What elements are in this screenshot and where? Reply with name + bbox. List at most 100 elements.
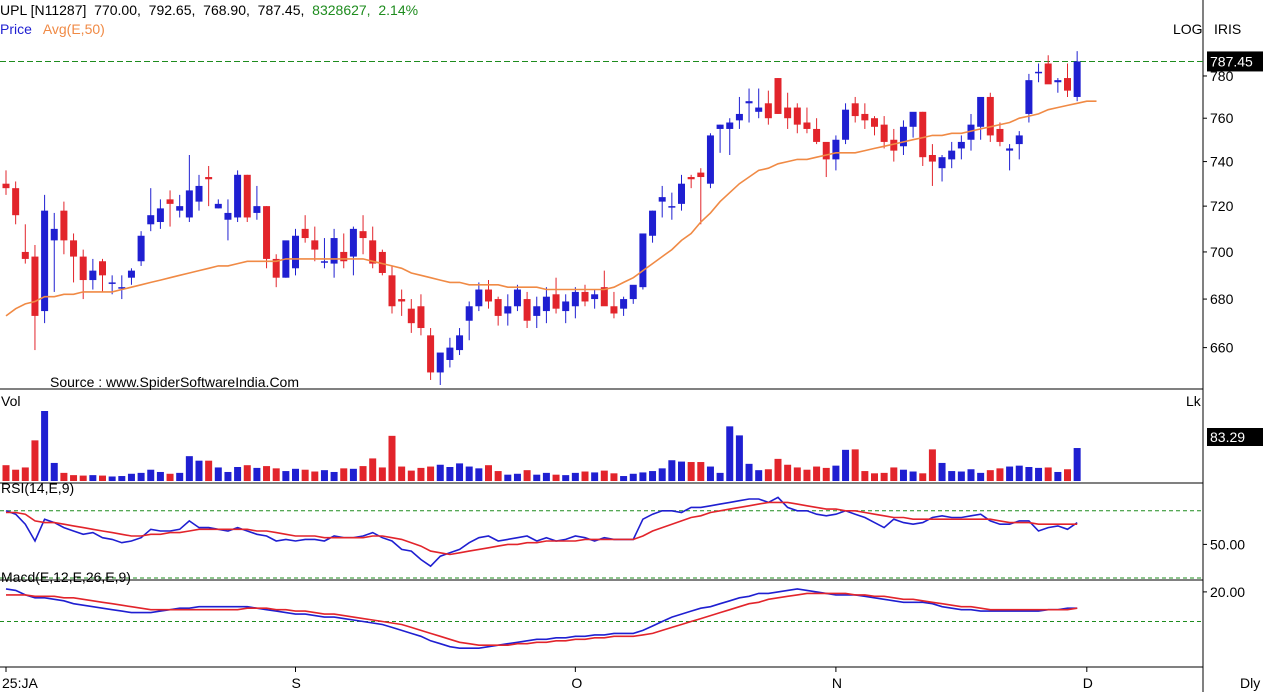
volume-bar bbox=[610, 473, 618, 481]
volume-bar bbox=[2, 465, 10, 481]
scale-label[interactable]: LOG bbox=[1173, 21, 1203, 37]
candle-body bbox=[330, 238, 338, 264]
candle-body bbox=[311, 240, 319, 250]
candle-body bbox=[50, 228, 58, 241]
candle-body bbox=[880, 124, 888, 142]
candle-body bbox=[243, 174, 251, 218]
candle-body bbox=[668, 206, 676, 208]
volume-bar bbox=[735, 435, 743, 481]
candle-body bbox=[938, 157, 946, 169]
last-price-label: 787.45 bbox=[1210, 53, 1253, 69]
volume-bar bbox=[234, 467, 242, 481]
price-tick-label: 780 bbox=[1210, 68, 1234, 84]
volume-bar bbox=[272, 468, 280, 481]
candle-body bbox=[340, 251, 348, 262]
volume-bar bbox=[629, 473, 637, 481]
volume-bar bbox=[127, 473, 135, 481]
volume-bar bbox=[986, 470, 994, 481]
volume-bar bbox=[745, 463, 753, 481]
candle-body bbox=[12, 188, 20, 216]
price-tick-label: 760 bbox=[1210, 110, 1234, 126]
candle-body bbox=[147, 215, 155, 225]
volume-bar bbox=[600, 470, 608, 481]
volume-bar bbox=[581, 471, 589, 481]
volume-bar bbox=[803, 469, 811, 481]
candle-body bbox=[108, 282, 116, 284]
candle-body bbox=[909, 111, 917, 127]
candle-body bbox=[755, 107, 763, 112]
volume-bar bbox=[12, 469, 20, 481]
volume-bar bbox=[349, 468, 357, 481]
volume-bar bbox=[156, 471, 164, 481]
indicator-title: RSI(14,E,9) bbox=[1, 480, 74, 496]
candle-body bbox=[687, 177, 695, 180]
volume-bar bbox=[967, 469, 975, 481]
candle-body bbox=[899, 126, 907, 147]
volume-bar bbox=[832, 465, 840, 481]
volume-bar bbox=[533, 474, 541, 481]
candle-body bbox=[224, 212, 232, 220]
candle-body bbox=[137, 235, 145, 262]
volume-bar bbox=[880, 472, 888, 481]
candle-body bbox=[21, 251, 29, 259]
candle-body bbox=[205, 177, 213, 180]
volume-unit: Lk bbox=[1186, 393, 1202, 409]
volume-bar bbox=[50, 462, 58, 481]
x-tick-label: S bbox=[292, 675, 301, 691]
volume-bar bbox=[1064, 469, 1071, 481]
candle-body bbox=[986, 96, 994, 136]
candle-body bbox=[349, 228, 357, 257]
candle-body bbox=[253, 206, 261, 213]
volume-bar bbox=[697, 462, 705, 481]
candle-body bbox=[697, 172, 705, 178]
candle-body bbox=[320, 261, 328, 263]
indicator-line-1 bbox=[6, 592, 1078, 646]
volume-bar bbox=[118, 476, 126, 481]
candle-body bbox=[706, 135, 714, 184]
candle-body bbox=[793, 107, 801, 125]
candle-body bbox=[919, 111, 927, 158]
candle-body bbox=[436, 352, 444, 373]
volume-bar bbox=[562, 475, 570, 481]
volume-bar bbox=[523, 470, 531, 481]
volume-bar bbox=[166, 473, 174, 481]
volume-bar bbox=[504, 474, 512, 481]
volume-bar bbox=[755, 470, 763, 481]
candle-body bbox=[456, 335, 464, 351]
open-value: 770.00, bbox=[94, 2, 141, 18]
volume-bar bbox=[417, 467, 425, 481]
price-tick-label: 700 bbox=[1210, 244, 1234, 260]
volume-last-label: 83.29 bbox=[1210, 429, 1245, 445]
candle-body bbox=[1015, 135, 1023, 145]
candle-body bbox=[871, 118, 878, 127]
volume-bar bbox=[977, 472, 985, 481]
volume-bar bbox=[591, 472, 599, 481]
candle-body bbox=[658, 197, 666, 202]
volume-bar bbox=[948, 471, 956, 481]
volume-bar bbox=[774, 458, 782, 481]
volume-bar bbox=[1035, 467, 1043, 481]
volume-bar bbox=[678, 461, 685, 481]
volume-bar bbox=[340, 468, 348, 481]
candle-body bbox=[127, 270, 135, 278]
volume-bar bbox=[79, 475, 87, 481]
volume-bar bbox=[890, 467, 898, 481]
candle-body bbox=[185, 190, 193, 218]
candle-body bbox=[70, 240, 78, 257]
volume-panel: Vol Lk bbox=[1, 393, 1202, 481]
volume-bar bbox=[369, 458, 377, 481]
candle-body bbox=[890, 139, 898, 151]
candle-body bbox=[851, 103, 859, 117]
volume-bar bbox=[214, 467, 222, 481]
candle-body bbox=[1006, 148, 1014, 151]
candle-body bbox=[726, 122, 734, 129]
volume-bar bbox=[851, 449, 859, 481]
volume-bar bbox=[957, 471, 965, 481]
candle-body bbox=[156, 208, 164, 223]
volume-value: 8328627, bbox=[312, 2, 371, 18]
volume-bar bbox=[871, 473, 878, 481]
candle-body bbox=[735, 113, 743, 121]
x-tick-label: N bbox=[832, 675, 842, 691]
candle-body bbox=[513, 289, 521, 307]
